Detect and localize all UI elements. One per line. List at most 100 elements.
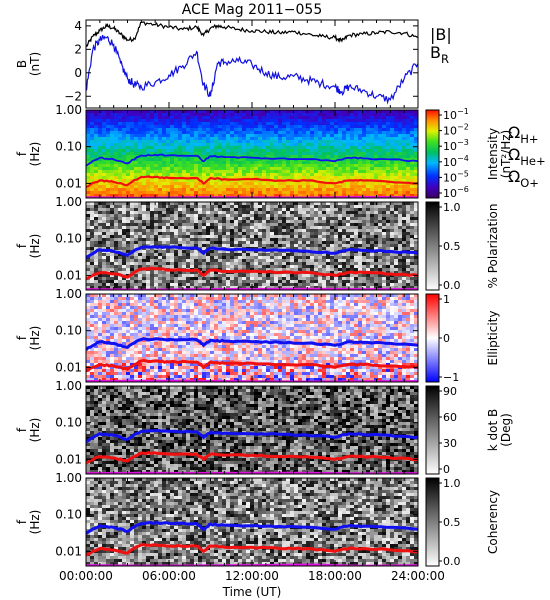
spectrogram-cell — [390, 253, 395, 257]
spectrogram-cell — [318, 223, 323, 227]
spectrogram-cell — [338, 131, 343, 135]
spectrogram-cell — [198, 283, 203, 287]
spectrogram-cell — [334, 217, 339, 221]
spectrogram-cell — [170, 167, 175, 171]
spectrogram-cell — [326, 265, 331, 269]
spectrogram-cell — [294, 238, 299, 242]
spectrogram-cell — [210, 217, 215, 221]
spectrogram-cell — [178, 182, 183, 186]
spectrogram-cell — [330, 125, 335, 129]
spectrogram-cell — [274, 223, 279, 227]
spectrogram-cell — [290, 149, 295, 153]
spectrogram-cell — [102, 229, 107, 233]
spectrogram-cell — [254, 140, 259, 144]
spectrogram-cell — [382, 256, 387, 260]
spectrogram-cell — [134, 146, 139, 150]
spectrogram-cell — [238, 283, 243, 287]
spectrogram-cell — [362, 220, 367, 224]
spectrogram-cell — [174, 208, 179, 212]
spectrogram-cell — [334, 173, 339, 177]
spectrogram-cell — [138, 205, 143, 209]
spectrogram-cell — [302, 113, 307, 117]
spectrogram-cell — [218, 223, 223, 227]
spectrogram-cell — [110, 202, 115, 206]
spectrogram-cell — [186, 259, 191, 263]
spectrogram-cell — [322, 155, 327, 159]
spectrogram-cell — [382, 113, 387, 117]
spectrogram-cell — [202, 208, 207, 212]
spectrogram-cell — [266, 262, 271, 266]
spectrogram-cell — [234, 223, 239, 227]
spectrogram-cell — [146, 214, 151, 218]
spectrogram-cell — [102, 182, 107, 186]
spectrogram-cell — [306, 217, 311, 221]
spectrogram-cell — [146, 205, 151, 209]
spectrogram-cell — [178, 223, 183, 227]
spectrogram-cell — [274, 259, 279, 263]
spectrogram-cell — [186, 205, 191, 209]
spectrogram-cell — [226, 214, 231, 218]
spectrogram-cell — [222, 167, 227, 171]
spectrogram-cell — [230, 253, 235, 257]
spectrogram-cell — [266, 253, 271, 257]
spectrogram-cell — [150, 137, 155, 141]
spectrogram-cell — [314, 268, 319, 272]
spectrogram-cell — [258, 223, 263, 227]
spectrogram-cell — [390, 244, 395, 248]
spectrogram-cell — [90, 113, 95, 117]
spectrogram-cell — [378, 161, 383, 165]
spectrogram-cell — [378, 113, 383, 117]
spectrogram-cell — [202, 173, 207, 177]
spectrogram-cell — [310, 182, 315, 186]
spectrogram-cell — [354, 131, 359, 135]
spectrogram-cell — [106, 217, 111, 221]
spectrogram-cell — [170, 256, 175, 260]
spectrogram-cell — [330, 176, 335, 180]
spectrogram-cell — [402, 137, 407, 141]
spectrogram-cell — [242, 232, 247, 236]
spectrogram-cell — [354, 253, 359, 257]
spectrogram-cell — [210, 146, 215, 150]
spectrogram-cell — [314, 113, 319, 117]
spectrogram-cell — [118, 113, 123, 117]
spectrogram-cell — [258, 182, 263, 186]
spectrogram-cell — [254, 277, 259, 281]
spectrogram-cell — [262, 211, 267, 215]
spectrogram-cell — [142, 253, 147, 257]
spectrogram-cell — [226, 116, 231, 120]
spectrogram-cell — [218, 205, 223, 209]
spectrogram-cell — [258, 253, 263, 257]
spectrogram-cell — [138, 265, 143, 269]
spectrogram-cell — [242, 277, 247, 281]
spectrogram-cell — [310, 262, 315, 266]
spectrogram-cell — [190, 170, 195, 174]
spectrogram-cell — [286, 161, 291, 165]
spectrogram-cell — [382, 217, 387, 221]
spectrogram-cell — [190, 116, 195, 120]
spectrogram-cell — [250, 158, 255, 162]
spectrogram-cell — [402, 143, 407, 147]
spectrogram-cell — [354, 125, 359, 129]
spectrogram-cell — [258, 283, 263, 287]
spectrogram-cell — [246, 202, 251, 206]
spectrogram-cell — [410, 149, 415, 153]
spectrogram-cell — [346, 244, 351, 248]
spectrogram-cell — [118, 125, 123, 129]
spectrogram-cell — [258, 167, 263, 171]
spectrogram-cell — [242, 176, 247, 180]
spectrogram-cell — [182, 185, 187, 189]
spectrogram-cell — [146, 155, 151, 159]
spectrogram-cell — [138, 167, 143, 171]
spectrogram-cell — [186, 244, 191, 248]
spectrogram-cell — [342, 274, 347, 278]
spectrogram-cell — [286, 202, 291, 206]
spectrogram-cell — [322, 235, 327, 239]
spectrogram-cell — [402, 179, 407, 183]
spectrogram-cell — [270, 232, 275, 236]
spectrogram-cell — [290, 214, 295, 218]
spectrogram-cell — [126, 143, 131, 147]
spectrogram-cell — [186, 214, 191, 218]
spectrogram-cell — [178, 140, 183, 144]
spectrogram-cell — [362, 143, 367, 147]
spectrogram-cell — [134, 140, 139, 144]
